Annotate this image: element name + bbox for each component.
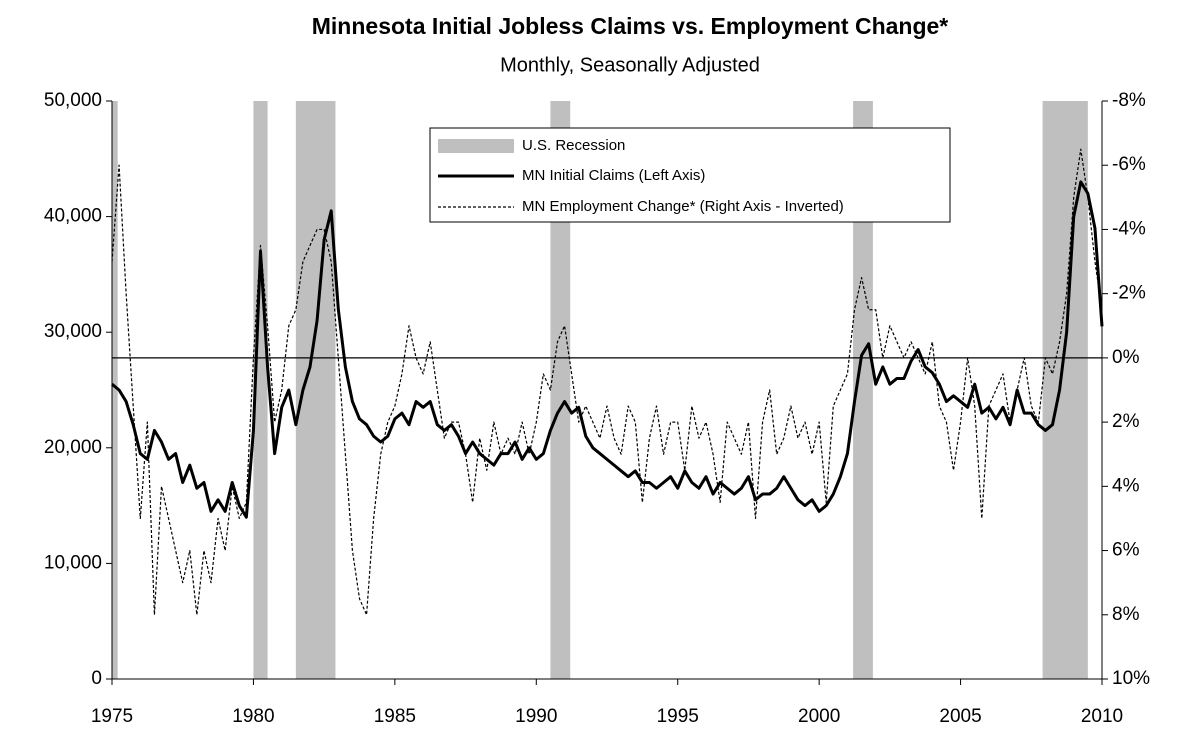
y-tick-label: 0 (91, 668, 102, 689)
x-tick-label: 2005 (939, 706, 981, 727)
y-tick-label: 20,000 (44, 437, 102, 458)
legend-box (429, 127, 951, 223)
y2-tick-label: 8% (1112, 604, 1140, 625)
recession-band (550, 101, 571, 679)
recession-band (112, 101, 118, 679)
y2-tick-label: 4% (1112, 475, 1140, 496)
chart-title: Minnesota Initial Jobless Claims vs. Emp… (312, 13, 949, 39)
y-tick-label: 40,000 (44, 206, 102, 227)
x-tick-label: 1990 (515, 706, 557, 727)
y2-tick-label: 0% (1112, 347, 1140, 368)
x-tick-label: 2000 (798, 706, 840, 727)
y2-tick-label: -6% (1112, 154, 1146, 175)
y2-tick-label: -4% (1112, 218, 1146, 239)
chart-subtitle: Monthly, Seasonally Adjusted (500, 54, 760, 76)
series-line (111, 148, 1103, 616)
legend-label: U.S. Recession (522, 137, 625, 154)
recession-band (253, 101, 268, 679)
x-tick-label: 1995 (657, 706, 699, 727)
y2-tick-label: -2% (1112, 283, 1146, 304)
x-tick-label: 1985 (374, 706, 416, 727)
y-tick-label: 30,000 (44, 321, 102, 342)
y2-tick-label: 10% (1112, 668, 1150, 689)
legend-label: MN Employment Change* (Right Axis - Inve… (522, 198, 844, 215)
x-tick-label: 1975 (91, 706, 133, 727)
y-tick-label: 50,000 (44, 90, 102, 111)
y-tick-label: 10,000 (44, 552, 102, 573)
recession-band (853, 101, 873, 679)
legend-label: MN Initial Claims (Left Axis) (522, 167, 705, 184)
legend: U.S. Recession MN Initial Claims (Left Ax… (429, 127, 951, 223)
x-tick-label: 2010 (1081, 706, 1123, 727)
y2-tick-label: -8% (1112, 90, 1146, 111)
legend-swatch (438, 139, 514, 153)
x-tick-label: 1980 (232, 706, 274, 727)
recession-band (1042, 101, 1088, 679)
y2-tick-label: 6% (1112, 540, 1140, 561)
y2-tick-label: 2% (1112, 411, 1140, 432)
